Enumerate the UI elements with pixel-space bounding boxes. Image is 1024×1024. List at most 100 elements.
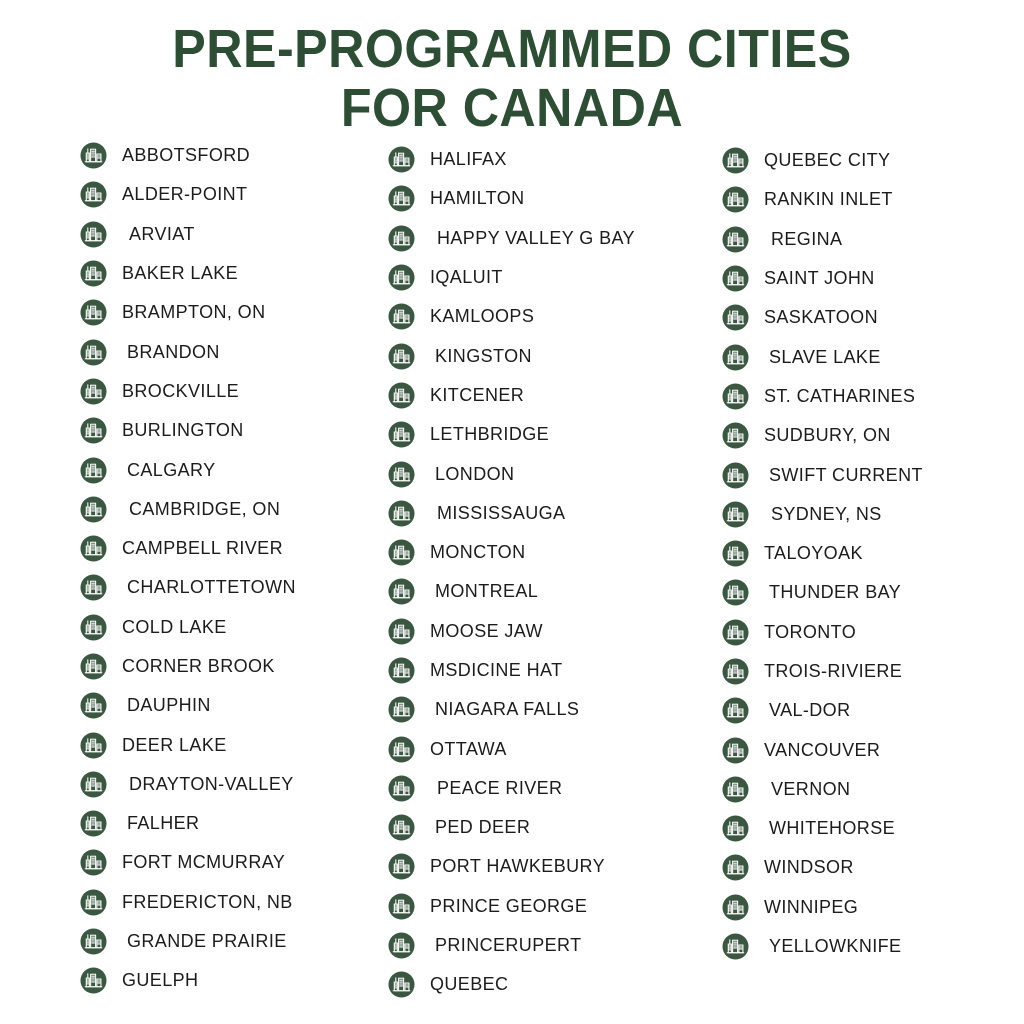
list-item: MOOSE JAW bbox=[388, 612, 635, 651]
city-name: KITCENER bbox=[430, 384, 525, 405]
city-buildings-icon bbox=[722, 304, 749, 331]
city-buildings-icon bbox=[80, 378, 107, 405]
city-buildings-icon bbox=[388, 696, 415, 723]
list-item: PEACE RIVER bbox=[388, 769, 635, 808]
list-item: DEER LAKE bbox=[80, 725, 296, 764]
list-item: BRANDON bbox=[80, 332, 296, 371]
city-name: RANKIN INLET bbox=[764, 189, 893, 210]
city-name: DEER LAKE bbox=[122, 734, 227, 755]
city-name: PED DEER bbox=[435, 817, 531, 838]
list-item: SAINT JOHN bbox=[722, 259, 923, 298]
city-buildings-icon bbox=[80, 339, 107, 366]
city-buildings-icon bbox=[722, 501, 749, 528]
city-name: LONDON bbox=[435, 463, 515, 484]
list-item: GUELPH bbox=[80, 961, 296, 1000]
city-buildings-icon bbox=[388, 657, 415, 684]
city-name: PRINCE GEORGE bbox=[430, 895, 588, 916]
city-buildings-icon bbox=[722, 383, 749, 410]
list-item: SUDBURY, ON bbox=[722, 416, 923, 455]
city-buildings-icon bbox=[388, 225, 415, 252]
list-item: KINGSTON bbox=[388, 336, 635, 375]
city-name: TROIS-RIVIERE bbox=[764, 661, 903, 681]
list-item: HALIFAX bbox=[388, 140, 635, 179]
city-buildings-icon bbox=[388, 303, 415, 330]
city-buildings-icon bbox=[722, 697, 749, 724]
list-item: MISSISSAUGA bbox=[388, 494, 635, 533]
city-buildings-icon bbox=[388, 775, 415, 802]
city-column-1: ABBOTSFORD ALDER-POINT bbox=[80, 136, 296, 1001]
city-name: BROCKVILLE bbox=[122, 380, 240, 401]
city-buildings-icon bbox=[388, 893, 415, 920]
list-item: KAMLOOPS bbox=[388, 297, 635, 336]
list-item: REGINA bbox=[722, 220, 923, 259]
city-name: SUDBURY, ON bbox=[764, 425, 891, 446]
city-buildings-icon bbox=[388, 539, 415, 566]
city-buildings-icon bbox=[80, 614, 107, 641]
city-buildings-icon bbox=[722, 186, 749, 213]
city-buildings-icon bbox=[80, 574, 107, 601]
list-item: CHARLOTTETOWN bbox=[80, 568, 296, 607]
city-name: SLAVE LAKE bbox=[769, 346, 881, 367]
list-item: VANCOUVER bbox=[722, 730, 923, 769]
city-name: QUEBEC CITY bbox=[764, 150, 891, 171]
city-name: HAMILTON bbox=[430, 188, 525, 209]
list-item: WHITEHORSE bbox=[722, 809, 923, 848]
list-item: HAPPY VALLEY G BAY bbox=[388, 219, 635, 258]
city-buildings-icon bbox=[80, 142, 107, 169]
city-buildings-icon bbox=[388, 971, 415, 998]
list-item: FALHER bbox=[80, 804, 296, 843]
list-item: COLD LAKE bbox=[80, 608, 296, 647]
city-name: WHITEHORSE bbox=[769, 818, 896, 839]
city-name: SWIFT CURRENT bbox=[769, 464, 923, 485]
page-title: PRE-PROGRAMMED CITIES FOR CANADA bbox=[36, 0, 988, 139]
city-buildings-icon bbox=[722, 815, 749, 842]
city-name: VANCOUVER bbox=[764, 739, 881, 760]
city-name: BRAMPTON, ON bbox=[122, 302, 266, 323]
list-item: OTTAWA bbox=[388, 729, 635, 768]
list-item: KITCENER bbox=[388, 376, 635, 415]
city-name: PORT HAWKEBURY bbox=[430, 856, 605, 877]
city-buildings-icon bbox=[722, 344, 749, 371]
list-item: DAUPHIN bbox=[80, 686, 296, 725]
city-name: DRAYTON-VALLEY bbox=[129, 773, 294, 794]
list-item: WINNIPEG bbox=[722, 888, 923, 927]
city-buildings-icon bbox=[80, 928, 107, 955]
list-item: CORNER BROOK bbox=[80, 647, 296, 686]
city-buildings-icon bbox=[722, 422, 749, 449]
list-item: MSDICINE HAT bbox=[388, 651, 635, 690]
city-name: IQALUIT bbox=[430, 267, 503, 288]
city-buildings-icon bbox=[722, 461, 749, 489]
list-item: SLAVE LAKE bbox=[722, 337, 923, 376]
city-name: CORNER BROOK bbox=[122, 656, 275, 676]
city-buildings-icon bbox=[80, 849, 107, 877]
city-buildings-icon bbox=[388, 146, 415, 173]
city-buildings-icon bbox=[722, 933, 749, 960]
city-buildings-icon bbox=[388, 736, 415, 763]
city-name: CALGARY bbox=[127, 459, 216, 480]
list-item: VERNON bbox=[722, 770, 923, 809]
city-buildings-icon bbox=[388, 185, 415, 212]
city-buildings-icon bbox=[388, 618, 415, 645]
list-item: CALGARY bbox=[80, 450, 296, 489]
list-item: ABBOTSFORD bbox=[80, 136, 296, 175]
city-name: MONCTON bbox=[430, 542, 526, 563]
city-name: HAPPY VALLEY G BAY bbox=[437, 227, 635, 248]
city-name: FREDERICTON, NB bbox=[122, 891, 293, 912]
list-item: QUEBEC bbox=[388, 965, 635, 1004]
list-item: MONTREAL bbox=[388, 572, 635, 611]
city-name: YELLOWKNIFE bbox=[769, 936, 902, 957]
city-name: KINGSTON bbox=[435, 345, 532, 366]
city-name: TORONTO bbox=[764, 621, 857, 642]
city-buildings-icon bbox=[80, 535, 107, 562]
title-line-2: FOR CANADA bbox=[340, 78, 684, 139]
list-item: SYDNEY, NS bbox=[722, 495, 923, 534]
list-item: MONCTON bbox=[388, 533, 635, 572]
city-name: THUNDER BAY bbox=[769, 582, 902, 603]
city-name: HALIFAX bbox=[430, 149, 507, 170]
city-name: SASKATOON bbox=[764, 307, 878, 328]
city-name: CAMBRIDGE, ON bbox=[129, 498, 281, 519]
city-buildings-icon bbox=[388, 421, 415, 448]
city-name: QUEBEC bbox=[430, 974, 509, 995]
list-item: SASKATOON bbox=[722, 298, 923, 337]
